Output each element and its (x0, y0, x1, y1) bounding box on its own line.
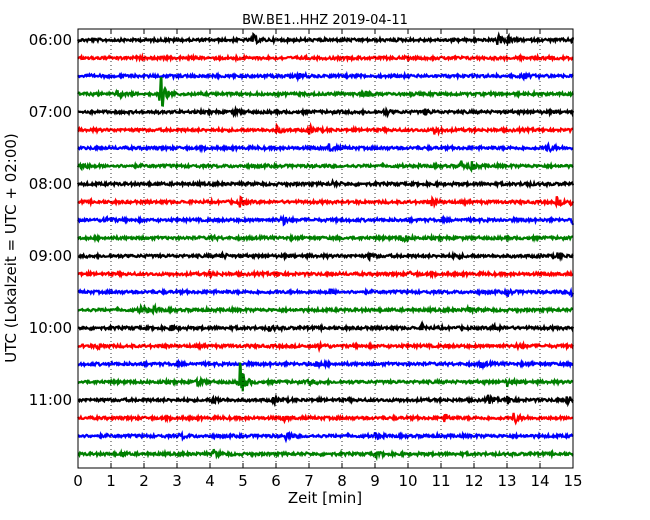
x-tick-label: 14 (530, 472, 549, 490)
seismic-trace (77, 358, 574, 371)
chart-title: BW.BE1..HHZ 2019-04-11 (242, 13, 408, 28)
x-tick-label: 15 (563, 472, 582, 490)
y-tick-label: 10:00 (29, 319, 72, 337)
y-tick-label: 06:00 (29, 31, 72, 49)
x-tick-label: 1 (106, 472, 116, 490)
seismic-trace (77, 250, 574, 263)
x-tick-label: 5 (238, 472, 248, 490)
seismic-trace (77, 194, 575, 209)
x-tick-label: 0 (73, 472, 83, 490)
seismic-trace (77, 141, 574, 154)
x-tick-label: 12 (464, 472, 483, 490)
seismic-trace (76, 160, 574, 174)
seismic-trace (77, 339, 575, 354)
seismic-trace (77, 429, 574, 444)
y-axis-label: UTC (Lokalzeit = UTC + 02:00) (2, 133, 20, 363)
y-tick-label: 07:00 (29, 103, 72, 121)
y-tick-label: 08:00 (29, 175, 72, 193)
seismic-trace (77, 232, 574, 244)
seismic-trace (77, 76, 574, 107)
seismic-trace (77, 393, 574, 408)
seismic-trace (77, 213, 575, 227)
seismic-trace (77, 286, 575, 298)
y-tick-label: 09:00 (29, 247, 72, 265)
seismic-trace (77, 70, 574, 83)
seismic-trace (77, 302, 574, 316)
ticks-layer: 0 1 2 3 4 5 6 7 8 9 10 11 12 13 14 1506:0007:0008:0009:… (29, 29, 583, 490)
x-tick-label: 7 (304, 472, 314, 490)
x-tick-label: 10 (398, 472, 417, 490)
seismic-trace (77, 105, 575, 119)
y-tick-label: 11:00 (29, 391, 72, 409)
seismic-trace (77, 447, 574, 462)
traces-layer (76, 31, 575, 462)
plot-frame (77, 28, 574, 469)
x-tick-label: 4 (205, 472, 215, 490)
seismic-trace (77, 52, 574, 64)
x-tick-label: 6 (271, 472, 281, 490)
seismic-trace (76, 177, 575, 190)
seismic-trace (77, 412, 574, 426)
seismic-trace (77, 268, 574, 280)
x-axis-label: Zeit [min] (288, 489, 362, 507)
seismic-trace (77, 362, 574, 392)
seismic-trace (76, 31, 575, 47)
x-tick-label: 11 (431, 472, 450, 490)
x-tick-label: 9 (370, 472, 380, 490)
seismic-trace (77, 121, 574, 137)
x-tick-label: 13 (497, 472, 516, 490)
x-tick-label: 3 (172, 472, 182, 490)
seismic-trace (77, 320, 575, 334)
x-tick-label: 2 (139, 472, 149, 490)
x-tick-label: 8 (337, 472, 347, 490)
